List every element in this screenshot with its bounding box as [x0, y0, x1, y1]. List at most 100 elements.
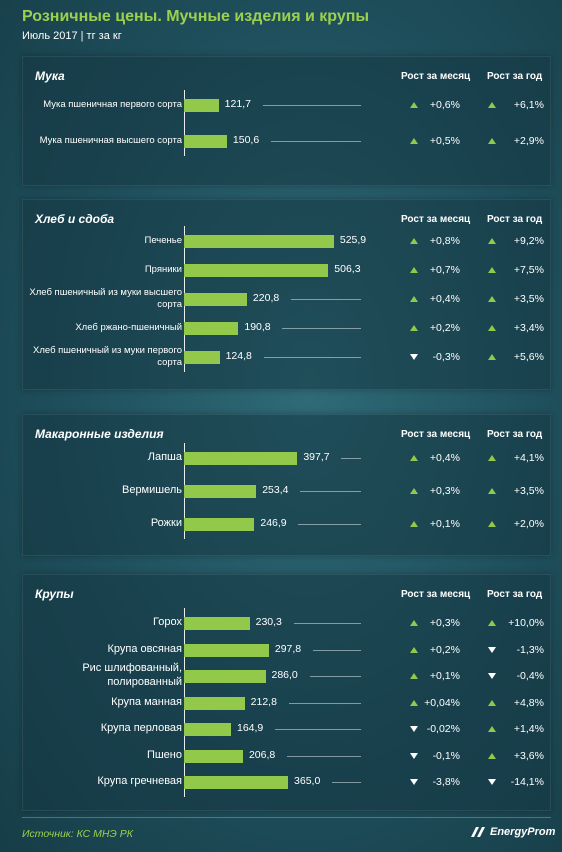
triangle-up-icon	[488, 267, 496, 273]
bar-row: Крупа гречневая 365,0 -3,8% -14,1%	[23, 769, 552, 795]
section-title: Мука	[35, 69, 65, 83]
category-label: Мука пшеничная первого сорта	[43, 99, 182, 111]
bar-row: Мука пшеничная первого сорта 121,7 +0,6% +6…	[23, 92, 552, 118]
year-change: +1,4%	[513, 723, 544, 735]
category-label: Крупа гречневая	[97, 775, 182, 788]
bar-row: Крупа манная 212,8 +0,04% +4,8%	[23, 690, 552, 716]
value-label: 506,3	[334, 263, 361, 275]
triangle-up-icon	[410, 238, 418, 244]
bar-row: Хлеб пшеничный из муки первого сорта 124,…	[23, 344, 552, 370]
triangle-down-icon	[488, 673, 496, 679]
bar	[184, 696, 245, 710]
section-title: Макаронные изделия	[35, 427, 164, 441]
triangle-up-icon	[410, 102, 418, 108]
triangle-up-icon	[488, 488, 496, 494]
column-header-year: Рост за год	[487, 214, 543, 225]
triangle-up-icon	[410, 267, 418, 273]
value-label: 286,0	[271, 669, 298, 681]
brand-logo: EnergyProm	[470, 826, 555, 838]
page-title: Розничные цены. Мучные изделия и крупы	[22, 8, 370, 25]
bar	[184, 135, 227, 148]
triangle-up-icon	[410, 296, 418, 302]
month-change: +0,5%	[429, 135, 460, 147]
bar-row: Крупа перловая 164,9 -0,02% +1,4%	[23, 716, 552, 742]
triangle-down-icon	[410, 354, 418, 360]
header: Розничные цены. Мучные изделия и крупы И…	[22, 8, 369, 42]
month-change: +0,7%	[429, 264, 460, 276]
leader-line	[341, 458, 361, 459]
triangle-up-icon	[488, 296, 496, 302]
page-subtitle: Июль 2017 | тг за кг	[22, 30, 122, 42]
bar-row: Рис шлифованный, полированный 286,0 +0,1% -…	[23, 662, 552, 689]
year-change: +4,1%	[513, 452, 544, 464]
triangle-down-icon	[410, 752, 418, 759]
bar-row: Печенье 525,9 +0,8% +9,2%	[23, 228, 552, 254]
bar-row: Лапша 397,7 +0,4% +4,1%	[23, 445, 552, 471]
leader-line	[309, 676, 361, 677]
footer-divider	[22, 817, 551, 818]
month-change: +0,4%	[429, 293, 460, 305]
triangle-up-icon	[410, 455, 418, 461]
year-change: -14,1%	[510, 776, 544, 788]
month-change: -0,02%	[426, 723, 460, 735]
value-label: 206,8	[248, 748, 276, 761]
bar	[184, 264, 329, 277]
bar	[184, 749, 243, 763]
value-label: 397,7	[303, 451, 330, 463]
month-change: +0,6%	[429, 99, 460, 111]
triangle-up-icon	[410, 325, 418, 331]
bar-row: Хлеб пшеничный из муки высшего сорта 220,…	[23, 286, 552, 312]
bar	[184, 518, 255, 531]
bar	[184, 351, 220, 364]
value-label: 164,9	[236, 722, 264, 734]
bar	[184, 322, 239, 335]
bar	[184, 617, 250, 630]
bar	[184, 452, 298, 465]
category-label: Рис шлифованный, полированный	[82, 662, 182, 688]
column-header-year: Рост за год	[487, 429, 543, 440]
value-label: 124,8	[225, 350, 252, 362]
triangle-up-icon	[488, 455, 496, 461]
value-label: 150,6	[232, 134, 260, 146]
brand-name: EnergyProm	[490, 826, 556, 838]
category-label: Лапша	[147, 451, 182, 464]
bar-row: Рожки 246,9 +0,1% +2,0%	[23, 511, 552, 537]
column-header-month: Рост за месяц	[401, 429, 471, 440]
column-header-year: Рост за год	[487, 71, 543, 82]
section-title: Хлеб и сдоба	[35, 212, 115, 226]
section-panel: Мука Рост за месяц Рост за год Мука пшеничн…	[22, 56, 551, 186]
month-change: +0,3%	[429, 485, 460, 497]
leader-line	[263, 357, 361, 358]
section-title: Крупы	[35, 587, 74, 601]
category-label: Хлеб ржано-пшеничный	[75, 322, 182, 334]
bar	[184, 485, 257, 498]
y-axis-line	[184, 90, 185, 156]
year-change: +2,0%	[513, 518, 544, 530]
month-change: +0,2%	[429, 643, 460, 656]
bar-row: Крупа овсяная 297,8 +0,2% -1,3%	[23, 637, 552, 663]
category-label: Вермишель	[121, 484, 182, 497]
triangle-up-icon	[410, 521, 418, 527]
month-change: +0,8%	[429, 235, 460, 247]
year-change: +6,1%	[513, 99, 544, 111]
year-change: -0,4%	[516, 670, 544, 682]
year-change: +5,6%	[513, 351, 544, 363]
bar-row: Пшено 206,8 -0,1% +3,6%	[23, 743, 552, 769]
source-note: Источник: КС МНЭ РК	[22, 828, 133, 840]
month-change: -0,3%	[432, 351, 460, 363]
triangle-up-icon	[410, 138, 418, 144]
triangle-up-icon	[410, 488, 418, 494]
category-label: Хлеб пшеничный из муки первого сорта	[33, 345, 182, 368]
value-label: 230,3	[255, 616, 282, 628]
year-change: +3,4%	[513, 322, 544, 334]
column-header-month: Рост за месяц	[401, 589, 471, 600]
triangle-up-icon	[488, 699, 496, 706]
value-label: 253,4	[262, 484, 289, 496]
month-change: +0,04%	[424, 696, 460, 709]
month-change: -0,1%	[432, 749, 460, 762]
triangle-up-icon	[410, 699, 418, 706]
category-label: Хлеб пшеничный из муки высшего сорта	[29, 287, 182, 310]
value-label: 365,0	[294, 775, 321, 787]
value-label: 121,7	[224, 98, 251, 110]
month-change: +0,2%	[429, 322, 460, 334]
